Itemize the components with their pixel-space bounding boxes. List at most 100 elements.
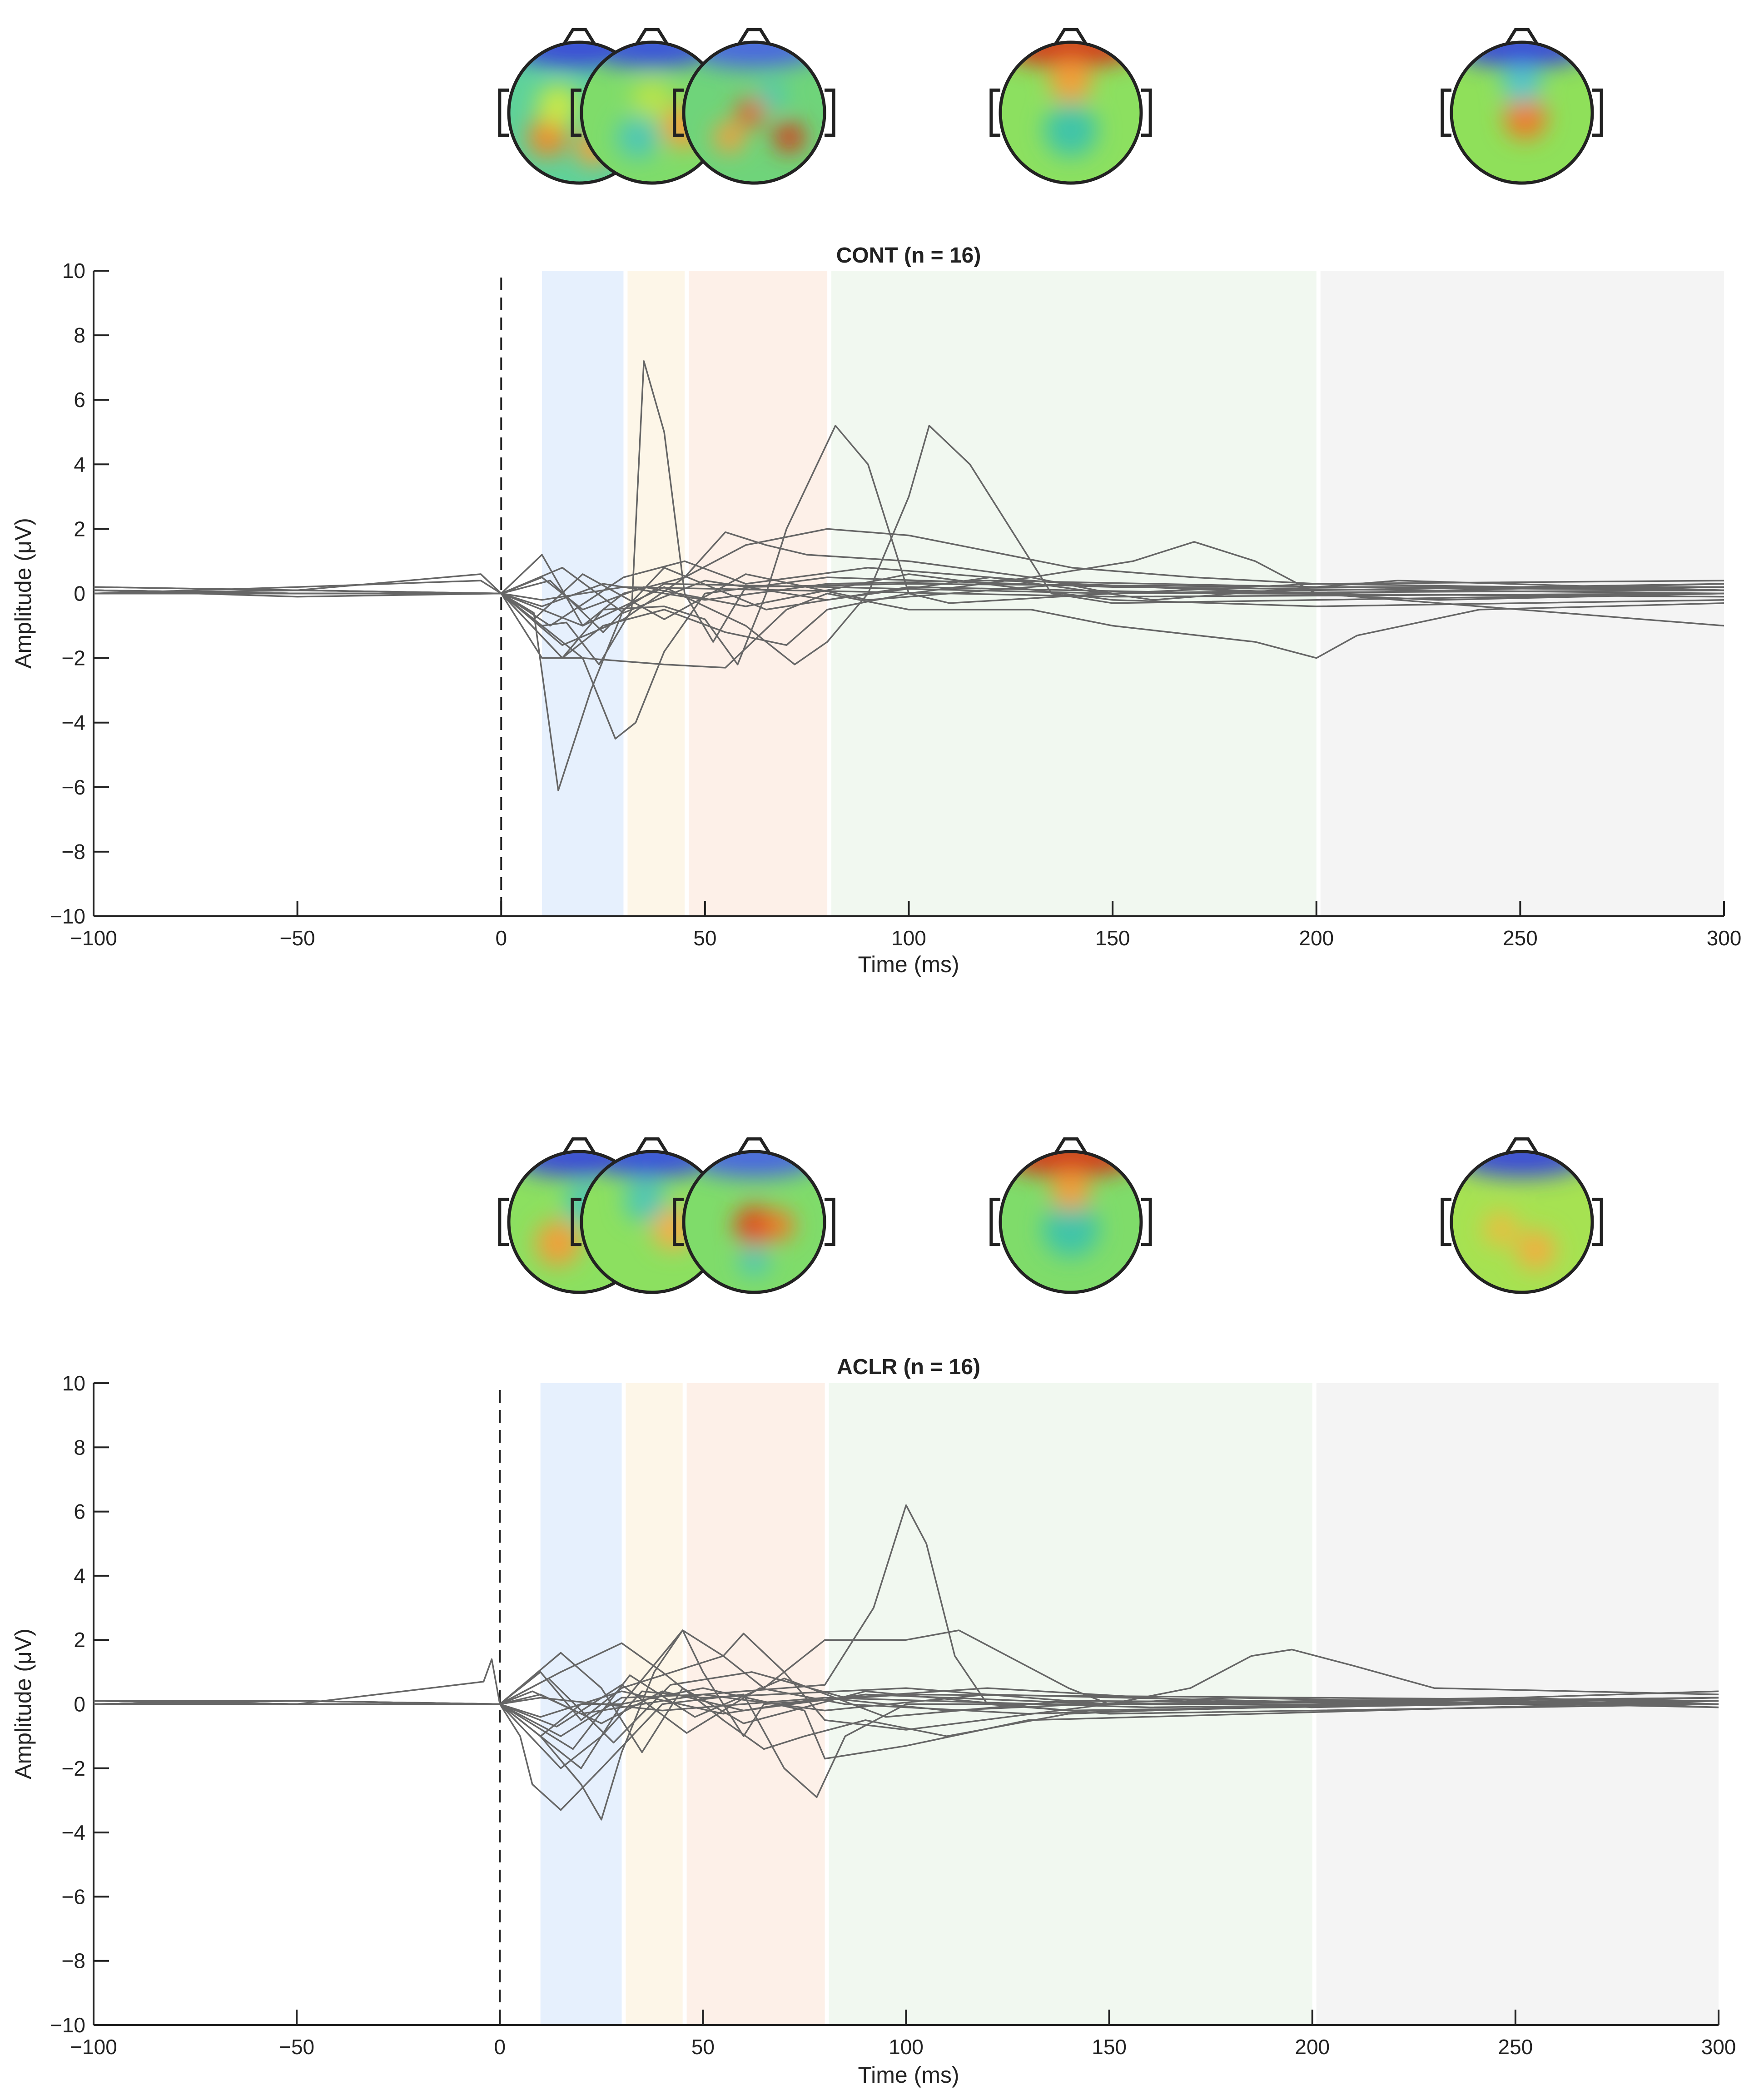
topomap-head	[571, 1137, 733, 1294]
x-tick-label: 0	[495, 926, 507, 950]
erp-trace-s16	[94, 586, 1724, 601]
erp-trace-s3	[93, 576, 1724, 740]
left-ear	[673, 88, 684, 137]
scalp-blob	[736, 99, 765, 127]
erp-traces	[93, 1504, 1719, 1821]
topomap-head	[673, 1137, 835, 1294]
scalp-field	[684, 1152, 825, 1292]
scalp-blob	[738, 1245, 770, 1276]
topomap-head	[673, 28, 835, 185]
scalp-blob	[734, 1206, 774, 1246]
chart-aclr: −10 −8 −6 −4 −2 0 2 4 6 8 10 −100 −50 0 50 100 150 200 250…	[10, 1137, 1736, 2088]
scalp-field	[1451, 42, 1592, 183]
y-axis-label: Amplitude (μV)	[10, 518, 36, 669]
erp-trace-s6	[94, 1629, 1719, 1769]
left-ear	[989, 1197, 1000, 1246]
scalp-blob	[527, 117, 567, 157]
x-tick-label: 100	[889, 2035, 924, 2059]
axes: −10 −8 −6 −4 −2 0 2 4 6 8 10 −100 −50 0 50 100 150 200 250…	[50, 259, 1741, 950]
x-tick-label: 150	[1095, 926, 1130, 950]
y-tick-label: 8	[74, 1435, 85, 1459]
x-tick-label: −50	[279, 2035, 314, 2059]
y-tick-label: −8	[62, 840, 85, 864]
x-tick-label: −100	[70, 926, 117, 950]
left-ear	[498, 1197, 509, 1246]
scalp-blob	[1483, 1211, 1519, 1247]
x-tick-label: 50	[691, 2035, 715, 2059]
erp-trace-s15	[93, 1697, 1719, 1712]
x-tick-label: 0	[494, 2035, 506, 2059]
time-windows	[542, 271, 1724, 916]
nose	[1053, 28, 1088, 45]
right-ear	[1592, 1197, 1603, 1246]
left-ear	[1441, 1197, 1451, 1246]
scalp-blob	[763, 1210, 795, 1241]
scalp-blob	[1504, 97, 1547, 139]
chart-cont: −10 −8 −6 −4 −2 0 2 4 6 8 10 −100 −50 0 50 100 150 200 250…	[10, 28, 1741, 977]
scalp-outline	[1450, 40, 1594, 185]
x-tick-label: 150	[1092, 2035, 1127, 2059]
topomap-row	[498, 1137, 1603, 1294]
scalp-field	[581, 1152, 722, 1292]
scalp-blob	[1502, 65, 1542, 104]
left-ear	[571, 1197, 581, 1246]
frontal-region	[585, 42, 719, 68]
scalp-blob	[624, 1180, 666, 1222]
topomap-head	[1441, 28, 1603, 185]
y-tick-label: −6	[62, 1885, 85, 1908]
y-tick-label: 8	[74, 323, 85, 347]
frontal-region	[585, 1152, 719, 1177]
left-ear	[673, 1197, 684, 1246]
right-ear	[1141, 88, 1152, 137]
y-tick-label: 4	[74, 1564, 85, 1588]
erp-trace-s7	[93, 541, 1724, 659]
nose	[1505, 28, 1539, 45]
scalp-blob	[1043, 1201, 1099, 1257]
scalp-blob	[1044, 103, 1098, 157]
scalp-blob	[537, 84, 579, 127]
x-tick-label: 250	[1498, 2035, 1533, 2059]
y-tick-label: −10	[50, 2013, 85, 2037]
frontal-region	[687, 42, 821, 68]
y-tick-label: 2	[74, 1628, 85, 1652]
scalp-outline	[999, 40, 1143, 185]
x-axis-label: Time (ms)	[858, 952, 959, 977]
topomap-head	[1441, 1137, 1603, 1294]
nose	[737, 28, 771, 45]
nose	[562, 1137, 596, 1155]
scalp-field	[684, 42, 825, 183]
x-tick-label: 200	[1295, 2035, 1330, 2059]
scalp-outline	[682, 40, 826, 185]
scalp-field	[1000, 1152, 1141, 1292]
frontal-region	[1455, 1152, 1589, 1177]
topomap-head	[571, 28, 733, 185]
erp-trace-s16	[93, 1684, 1719, 1734]
erp-trace-s14	[93, 573, 1724, 621]
scalp-base	[1451, 1152, 1592, 1292]
scalp-field	[1000, 42, 1141, 183]
y-tick-label: −4	[62, 1821, 85, 1844]
scalp-blob	[1049, 60, 1092, 102]
erp-trace-s8	[94, 592, 1724, 669]
left-ear	[989, 88, 1000, 137]
erp-traces	[93, 360, 1724, 791]
chart-title: ACLR (n = 16)	[837, 1355, 980, 1379]
frontal-region	[687, 1152, 821, 1177]
scalp-blob	[757, 81, 786, 109]
topomap-head	[989, 28, 1152, 185]
x-tick-label: 300	[1701, 2035, 1736, 2059]
x-axis-label: Time (ms)	[858, 2062, 959, 2088]
left-ear	[571, 88, 581, 137]
x-tick-label: 300	[1707, 926, 1742, 950]
y-tick-label: 6	[74, 1500, 85, 1524]
scalp-field	[1451, 1152, 1592, 1292]
scalp-outline	[999, 1150, 1143, 1294]
y-tick-label: 2	[74, 517, 85, 541]
scalp-base	[581, 1152, 722, 1292]
nose	[562, 28, 596, 45]
y-tick-label: 0	[74, 1693, 85, 1716]
y-axis-label: Amplitude (μV)	[10, 1628, 36, 1779]
right-ear	[825, 88, 835, 137]
scalp-blob	[632, 79, 672, 119]
